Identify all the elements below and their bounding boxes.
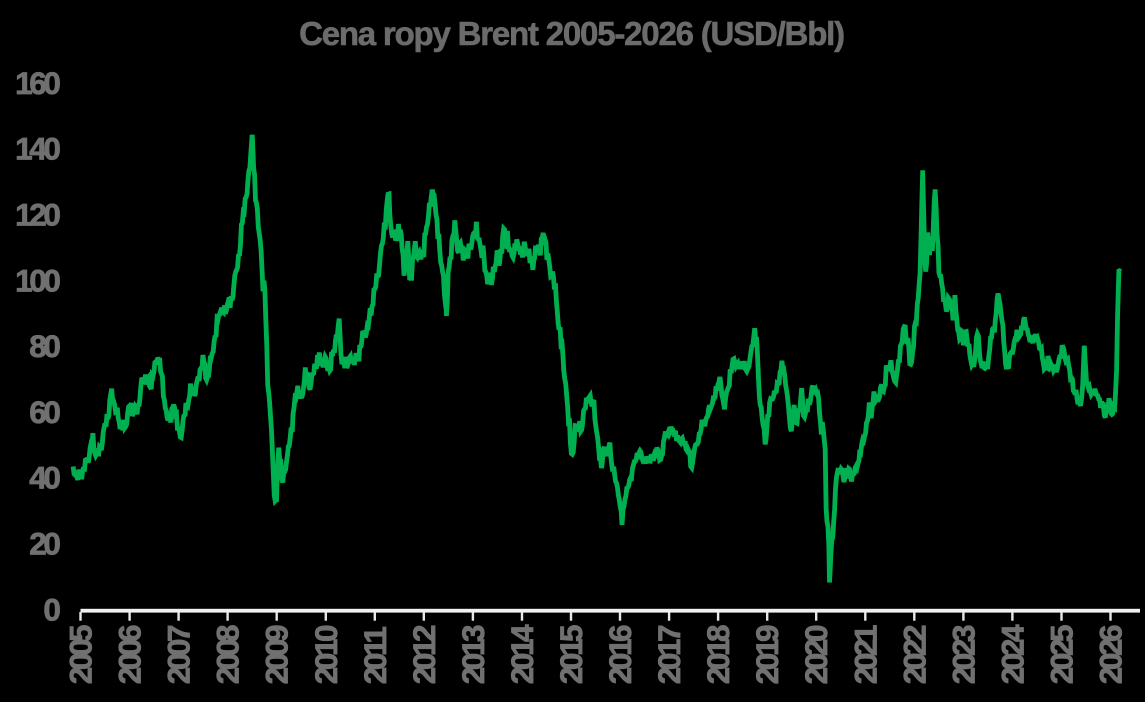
svg-text:2011: 2011 — [357, 627, 393, 685]
svg-text:2020: 2020 — [798, 625, 834, 684]
svg-text:2022: 2022 — [896, 625, 932, 684]
svg-text:2007: 2007 — [161, 625, 197, 684]
svg-text:160: 160 — [15, 65, 60, 101]
svg-text:120: 120 — [15, 197, 60, 233]
svg-text:0: 0 — [43, 591, 60, 627]
svg-text:2009: 2009 — [259, 625, 295, 684]
svg-text:100: 100 — [15, 262, 60, 298]
svg-text:2021: 2021 — [847, 625, 883, 684]
svg-text:2014: 2014 — [504, 624, 540, 684]
svg-text:2016: 2016 — [602, 625, 638, 684]
svg-text:2010: 2010 — [308, 625, 344, 684]
svg-text:2018: 2018 — [700, 625, 736, 684]
svg-text:60: 60 — [29, 394, 60, 430]
svg-text:2005: 2005 — [63, 625, 99, 684]
svg-text:2019: 2019 — [749, 625, 785, 684]
svg-text:2013: 2013 — [455, 625, 491, 684]
svg-text:2023: 2023 — [945, 625, 981, 684]
svg-text:80: 80 — [29, 328, 60, 364]
svg-text:2015: 2015 — [553, 625, 589, 684]
svg-text:40: 40 — [29, 460, 60, 496]
svg-text:2025: 2025 — [1044, 625, 1080, 684]
svg-text:20: 20 — [29, 526, 60, 562]
svg-text:2026: 2026 — [1093, 625, 1129, 684]
svg-text:2012: 2012 — [406, 625, 442, 684]
svg-text:2017: 2017 — [651, 625, 687, 684]
svg-text:2006: 2006 — [112, 625, 148, 684]
svg-text:2024: 2024 — [994, 624, 1030, 684]
svg-text:Cena ropy Brent 2005-2026 (USD: Cena ropy Brent 2005-2026 (USD/Bbl) — [299, 15, 844, 52]
svg-text:140: 140 — [15, 131, 60, 167]
svg-text:2008: 2008 — [210, 625, 246, 684]
